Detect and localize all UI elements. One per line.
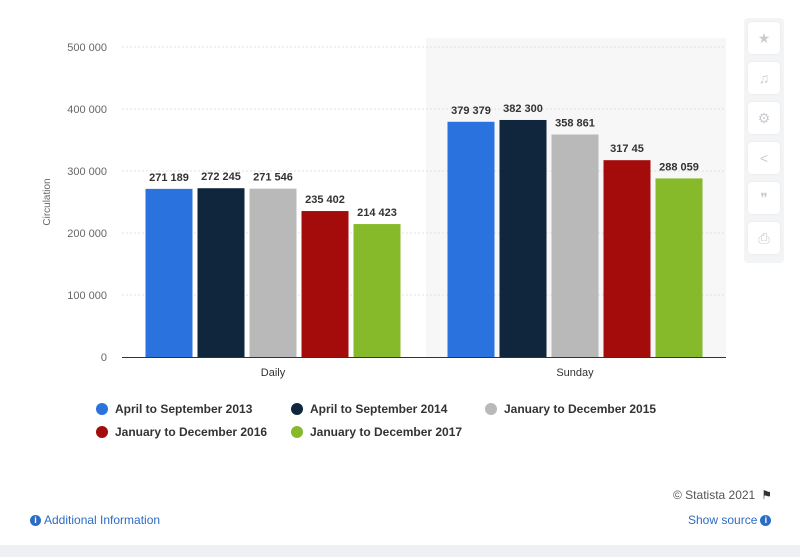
show-source-link[interactable]: Show source i bbox=[688, 513, 774, 527]
legend-item[interactable]: April to September 2013 bbox=[96, 402, 252, 416]
chart-toolbar: ★ ♫ ⚙ < ❞ ⎙ bbox=[744, 18, 784, 263]
bar[interactable] bbox=[499, 119, 547, 357]
gear-icon[interactable]: ⚙ bbox=[748, 102, 780, 134]
legend-label: April to September 2013 bbox=[115, 402, 253, 416]
data-label: 382 300 bbox=[503, 103, 543, 115]
statista-credit[interactable]: © Statista 2021 ⚑ bbox=[673, 488, 772, 502]
legend-marker bbox=[96, 403, 108, 415]
legend-item[interactable]: January to December 2015 bbox=[485, 402, 656, 416]
bar[interactable] bbox=[551, 134, 599, 357]
flag-icon[interactable]: ⚑ bbox=[761, 488, 772, 502]
data-label: 317 45 bbox=[610, 143, 644, 155]
bar[interactable] bbox=[197, 188, 245, 357]
legend-item[interactable]: January to December 2016 bbox=[96, 425, 267, 439]
additional-information-label: Additional Information bbox=[44, 513, 161, 527]
credit-text: © Statista 2021 bbox=[673, 488, 756, 502]
legend-label: January to December 2017 bbox=[310, 425, 463, 439]
info-icon: i bbox=[760, 514, 772, 526]
legend-marker bbox=[291, 403, 303, 415]
legend-item[interactable]: April to September 2014 bbox=[291, 402, 447, 416]
legend-marker bbox=[96, 426, 108, 438]
data-label: 288 059 bbox=[659, 161, 699, 173]
bar[interactable] bbox=[353, 224, 401, 357]
category-labels: Daily Sunday bbox=[261, 367, 594, 379]
quote-icon[interactable]: ❞ bbox=[748, 182, 780, 214]
legend-item[interactable]: January to December 2017 bbox=[291, 425, 462, 439]
star-icon[interactable]: ★ bbox=[748, 22, 780, 54]
gridlines: 0 100 000 200 000 300 000 400 000 500 000 bbox=[67, 42, 726, 364]
data-label: 358 861 bbox=[555, 118, 595, 130]
y-tick-label: 0 bbox=[101, 352, 107, 364]
data-label: 271 546 bbox=[253, 172, 293, 184]
bar[interactable] bbox=[603, 160, 651, 357]
bar[interactable] bbox=[447, 121, 495, 357]
bell-icon[interactable]: ♫ bbox=[748, 62, 780, 94]
data-label: 379 379 bbox=[451, 105, 491, 117]
data-label: 272 245 bbox=[201, 171, 241, 183]
data-label: 235 402 bbox=[305, 194, 345, 206]
bar[interactable] bbox=[145, 188, 193, 357]
y-axis-title: Circulation bbox=[42, 178, 53, 225]
legend-marker bbox=[291, 426, 303, 438]
bars bbox=[145, 119, 703, 357]
y-tick-label: 300 000 bbox=[67, 166, 107, 178]
legend-label: April to September 2014 bbox=[310, 402, 448, 416]
y-tick-label: 200 000 bbox=[67, 228, 107, 240]
bar[interactable] bbox=[301, 211, 349, 357]
print-icon[interactable]: ⎙ bbox=[748, 222, 780, 254]
bar[interactable] bbox=[655, 178, 703, 357]
bottom-bar bbox=[0, 545, 800, 557]
y-tick-label: 400 000 bbox=[67, 104, 107, 116]
show-source-label: Show source bbox=[688, 513, 758, 527]
share-icon[interactable]: < bbox=[748, 142, 780, 174]
bar[interactable] bbox=[249, 188, 297, 357]
data-label: 271 189 bbox=[149, 172, 189, 184]
data-label: 214 423 bbox=[357, 207, 397, 219]
data-labels: 271 189 272 245 271 546 235 402 214 423 379 3… bbox=[149, 103, 699, 219]
info-icon: i bbox=[30, 514, 41, 526]
x-tick-label: Daily bbox=[261, 367, 286, 379]
legend-label: January to December 2015 bbox=[504, 402, 657, 416]
additional-information-link[interactable]: i Additional Information bbox=[27, 513, 160, 527]
legend-label: January to December 2016 bbox=[115, 425, 268, 439]
y-tick-label: 500 000 bbox=[67, 42, 107, 54]
y-tick-label: 100 000 bbox=[67, 290, 107, 302]
x-tick-label: Sunday bbox=[556, 367, 594, 379]
legend-marker bbox=[485, 403, 497, 415]
